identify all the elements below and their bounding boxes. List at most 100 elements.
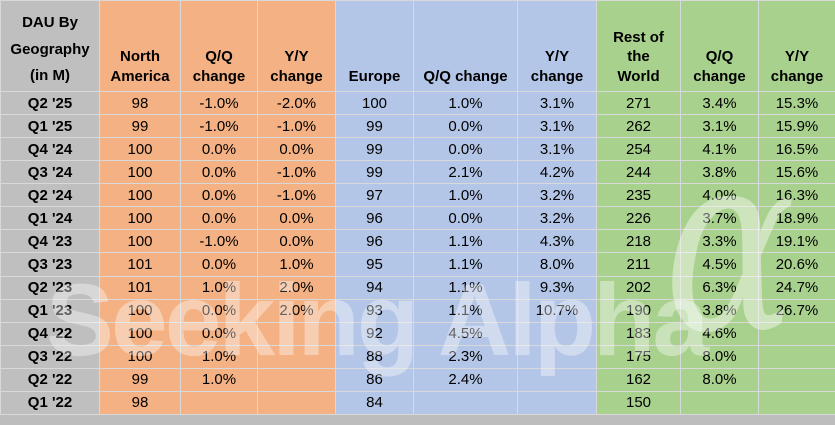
cell-eu_yy <box>517 321 597 346</box>
row-label: Q1 '22 <box>0 390 100 416</box>
cell-eu_qq: 4.5% <box>413 321 518 346</box>
cell-row: 235 <box>596 183 681 208</box>
table-title: DAU By Geography (in M) <box>0 0 100 92</box>
cell-na_yy <box>257 367 336 392</box>
cell-eu_yy: 3.1% <box>517 90 597 116</box>
cell-eu: 93 <box>335 298 414 323</box>
table-row: Q1 '22 98 84 150 <box>0 390 835 416</box>
row-label: Q2 '22 <box>0 367 100 392</box>
row-label: Q1 '25 <box>0 114 100 139</box>
col-header-row_yy: Y/Y change <box>758 0 835 92</box>
cell-na_yy: 2.0% <box>257 298 336 323</box>
cell-eu_qq: 2.3% <box>413 344 518 369</box>
row-label: Q1 '24 <box>0 206 100 231</box>
header-row: DAU By Geography (in M) North America Q/Q… <box>0 0 835 92</box>
table-row: Q3 '23 101 0.0% 1.0% 95 1.1% 8.0% 211 4.5% 20.6% <box>0 252 835 277</box>
cell-eu: 99 <box>335 137 414 162</box>
cell-eu_qq: 0.0% <box>413 137 518 162</box>
table-row: Q2 '23 101 1.0% 2.0% 94 1.1% 9.3% 202 6.3% 24.7% <box>0 275 835 300</box>
cell-na_yy <box>257 321 336 346</box>
table-row: Q4 '24 100 0.0% 0.0% 99 0.0% 3.1% 254 4.1% 16.5% <box>0 137 835 162</box>
cell-row: 183 <box>596 321 681 346</box>
cell-row: 262 <box>596 114 681 139</box>
cell-eu: 88 <box>335 344 414 369</box>
cell-eu_yy: 8.0% <box>517 252 597 277</box>
cell-eu_yy: 3.1% <box>517 137 597 162</box>
cell-row: 244 <box>596 160 681 185</box>
cell-eu: 86 <box>335 367 414 392</box>
cell-na_yy: 0.0% <box>257 206 336 231</box>
cell-eu_qq: 1.1% <box>413 298 518 323</box>
row-label: Q4 '22 <box>0 321 100 346</box>
cell-row_yy <box>758 344 835 369</box>
cell-eu: 99 <box>335 114 414 139</box>
row-label: Q2 '25 <box>0 90 100 116</box>
cell-na: 101 <box>99 275 181 300</box>
cell-eu_yy <box>517 390 597 416</box>
table-row: Q4 '23 100 -1.0% 0.0% 96 1.1% 4.3% 218 3.3% 19.1% <box>0 229 835 254</box>
row-label: Q2 '24 <box>0 183 100 208</box>
table-row: Q1 '25 99 -1.0% -1.0% 99 0.0% 3.1% 262 3.1% 15.9% <box>0 114 835 139</box>
cell-row_yy: 20.6% <box>758 252 835 277</box>
cell-na: 98 <box>99 90 181 116</box>
table-row: Q2 '25 98 -1.0% -2.0% 100 1.0% 3.1% 271 3.4% 15.3… <box>0 90 835 116</box>
cell-na_qq: 1.0% <box>180 275 258 300</box>
cell-row_qq: 3.8% <box>680 298 759 323</box>
cell-na: 100 <box>99 183 181 208</box>
cell-eu: 92 <box>335 321 414 346</box>
cell-row: 226 <box>596 206 681 231</box>
cell-row_yy <box>758 390 835 416</box>
cell-na_qq: 1.0% <box>180 367 258 392</box>
cell-row_qq: 3.1% <box>680 114 759 139</box>
cell-eu_yy: 9.3% <box>517 275 597 300</box>
cell-na_yy: 1.0% <box>257 252 336 277</box>
sheet-background <box>0 415 835 425</box>
cell-na: 99 <box>99 367 181 392</box>
cell-row_qq: 4.1% <box>680 137 759 162</box>
cell-row_qq: 3.4% <box>680 90 759 116</box>
cell-row_qq: 3.3% <box>680 229 759 254</box>
cell-na_yy: 0.0% <box>257 229 336 254</box>
cell-na_yy: -1.0% <box>257 160 336 185</box>
cell-eu_yy <box>517 344 597 369</box>
cell-row_yy: 26.7% <box>758 298 835 323</box>
cell-row_qq: 8.0% <box>680 367 759 392</box>
cell-row_qq: 4.0% <box>680 183 759 208</box>
cell-na_yy: -1.0% <box>257 183 336 208</box>
col-header-na_yy: Y/Y change <box>257 0 336 92</box>
table-row: Q4 '22 100 0.0% 92 4.5% 183 4.6% <box>0 321 835 346</box>
cell-na_qq: -1.0% <box>180 114 258 139</box>
cell-row_qq: 4.5% <box>680 252 759 277</box>
cell-na: 100 <box>99 206 181 231</box>
cell-eu: 95 <box>335 252 414 277</box>
cell-eu_qq: 1.1% <box>413 275 518 300</box>
cell-row_yy: 15.3% <box>758 90 835 116</box>
table-row: Q1 '23 100 0.0% 2.0% 93 1.1% 10.7% 190 3.8% 26.7% <box>0 298 835 323</box>
cell-row: 175 <box>596 344 681 369</box>
cell-na_qq: 1.0% <box>180 344 258 369</box>
col-header-row: Rest of the World <box>596 0 681 92</box>
cell-row_yy <box>758 321 835 346</box>
row-label: Q3 '24 <box>0 160 100 185</box>
cell-na: 100 <box>99 160 181 185</box>
cell-row: 254 <box>596 137 681 162</box>
cell-row_yy: 19.1% <box>758 229 835 254</box>
row-label: Q1 '23 <box>0 298 100 323</box>
cell-row: 211 <box>596 252 681 277</box>
cell-eu_qq: 1.1% <box>413 252 518 277</box>
cell-eu_yy: 4.2% <box>517 160 597 185</box>
table-row: Q1 '24 100 0.0% 0.0% 96 0.0% 3.2% 226 3.7% 18.9% <box>0 206 835 231</box>
row-label: Q4 '23 <box>0 229 100 254</box>
cell-row: 190 <box>596 298 681 323</box>
cell-row_qq: 3.8% <box>680 160 759 185</box>
cell-na: 100 <box>99 229 181 254</box>
cell-row_yy: 24.7% <box>758 275 835 300</box>
cell-eu_qq <box>413 390 518 416</box>
cell-eu_qq: 2.4% <box>413 367 518 392</box>
cell-eu_yy: 4.3% <box>517 229 597 254</box>
cell-na_yy: -2.0% <box>257 90 336 116</box>
cell-row_qq: 6.3% <box>680 275 759 300</box>
row-label: Q4 '24 <box>0 137 100 162</box>
cell-eu_yy <box>517 367 597 392</box>
table-row: Q2 '22 99 1.0% 86 2.4% 162 8.0% <box>0 367 835 392</box>
